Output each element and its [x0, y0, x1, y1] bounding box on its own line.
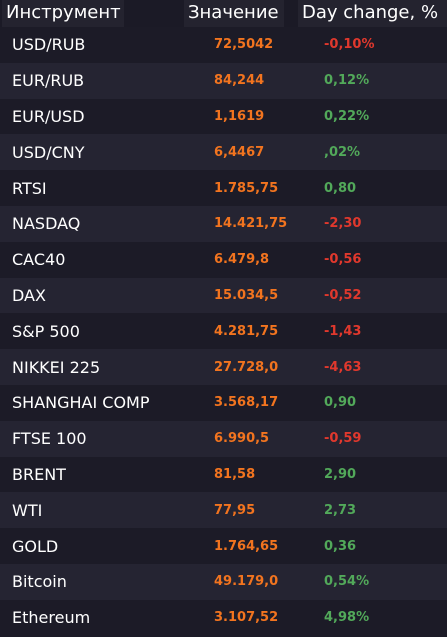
instrument-day-change: -4,63: [324, 359, 362, 375]
instrument-name: EUR/USD: [12, 106, 85, 126]
table-header: Инструмент Значение Day change, %: [0, 0, 447, 27]
table-row[interactable]: EUR/RUB 84,244 0,12%: [0, 62, 447, 99]
instrument-name: Bitcoin: [12, 572, 67, 592]
instrument-day-change: 4,98%: [324, 610, 370, 626]
table-row[interactable]: USD/RUB 72,5042 -0,10%: [0, 27, 447, 63]
instrument-name: BRENT: [12, 464, 66, 484]
table-row[interactable]: SHANGHAI COMP 3.568,17 0,90: [0, 384, 447, 421]
instrument-day-change: 0,12%: [324, 73, 370, 89]
instrument-day-change: 0,22%: [324, 108, 370, 124]
instrument-value: 1.785,75: [214, 180, 279, 196]
table-row[interactable]: FTSE 100 6.990,5 -0,59: [0, 420, 447, 457]
instrument-name: EUR/RUB: [12, 71, 85, 91]
instrument-value: 49.179,0: [214, 574, 279, 590]
table-row[interactable]: Ethereum 3.107,52 4,98%: [0, 599, 447, 636]
instrument-value: 1.764,65: [214, 538, 279, 554]
instrument-name: RTSI: [12, 178, 47, 198]
instrument-value: 4.281,75: [214, 323, 279, 339]
instrument-value: 77,95: [214, 502, 256, 518]
instrument-name: USD/CNY: [12, 142, 85, 162]
instrument-value: 27.728,0: [214, 359, 279, 375]
instrument-name: DAX: [12, 285, 46, 305]
instrument-name: NASDAQ: [12, 214, 81, 234]
instrument-name: WTI: [12, 500, 43, 520]
table-row[interactable]: USD/CNY 6,4467 ,02%: [0, 134, 447, 171]
instrument-day-change: 0,80: [324, 180, 357, 196]
table-row[interactable]: CAC40 6.479,8 -0,56: [0, 241, 447, 278]
table-row[interactable]: S&P 500 4.281,75 -1,43: [0, 313, 447, 350]
instrument-day-change: 0,54%: [324, 574, 370, 590]
instrument-value: 72,5042: [214, 37, 274, 53]
table-row[interactable]: EUR/USD 1,1619 0,22%: [0, 98, 447, 135]
instrument-value: 14.421,75: [214, 216, 288, 232]
instrument-day-change: -0,56: [324, 252, 362, 268]
instrument-value: 84,244: [214, 73, 265, 89]
instrument-name: CAC40: [12, 250, 66, 270]
instrument-day-change: 0,36: [324, 538, 357, 554]
instrument-name: FTSE 100: [12, 429, 87, 449]
table-row[interactable]: WTI 77,95 2,73: [0, 492, 447, 529]
instrument-day-change: 2,90: [324, 466, 357, 482]
instrument-day-change: -0,10%: [324, 37, 375, 53]
instrument-value: 1,1619: [214, 108, 265, 124]
instrument-value: 15.034,5: [214, 287, 279, 303]
instrument-day-change: 0,90: [324, 395, 357, 411]
instrument-value: 6.990,5: [214, 431, 270, 447]
instrument-day-change: -2,30: [324, 216, 362, 232]
instrument-name: USD/RUB: [12, 35, 86, 55]
instrument-day-change: ,02%: [324, 144, 361, 160]
table-row[interactable]: NASDAQ 14.421,75 -2,30: [0, 205, 447, 242]
column-header-day-change[interactable]: Day change, %: [298, 0, 447, 27]
instrument-day-change: -0,59: [324, 431, 362, 447]
instrument-name: S&P 500: [12, 321, 80, 341]
instrument-name: NIKKEI 225: [12, 357, 101, 377]
column-header-value[interactable]: Значение: [184, 0, 284, 27]
instrument-day-change: -0,52: [324, 287, 362, 303]
instrument-day-change: -1,43: [324, 323, 362, 339]
instrument-value: 3.568,17: [214, 395, 279, 411]
instrument-name: GOLD: [12, 536, 59, 556]
quotes-table-body: USD/RUB 72,5042 -0,10% EUR/RUB 84,244 0,12% EU…: [0, 27, 447, 636]
instrument-day-change: 2,73: [324, 502, 357, 518]
instrument-value: 6,4467: [214, 144, 265, 160]
table-row[interactable]: NIKKEI 225 27.728,0 -4,63: [0, 349, 447, 385]
instrument-value: 81,58: [214, 466, 256, 482]
instrument-name: SHANGHAI COMP: [12, 393, 150, 413]
instrument-value: 3.107,52: [214, 610, 279, 626]
column-header-instrument[interactable]: Инструмент: [2, 0, 124, 27]
table-row[interactable]: BRENT 81,58 2,90: [0, 456, 447, 493]
table-row[interactable]: RTSI 1.785,75 0,80: [0, 170, 447, 206]
table-row[interactable]: Bitcoin 49.179,0 0,54%: [0, 563, 447, 600]
instrument-name: Ethereum: [12, 608, 91, 628]
table-row[interactable]: DAX 15.034,5 -0,52: [0, 277, 447, 314]
table-row[interactable]: GOLD 1.764,65 0,36: [0, 528, 447, 564]
instrument-value: 6.479,8: [214, 252, 270, 268]
